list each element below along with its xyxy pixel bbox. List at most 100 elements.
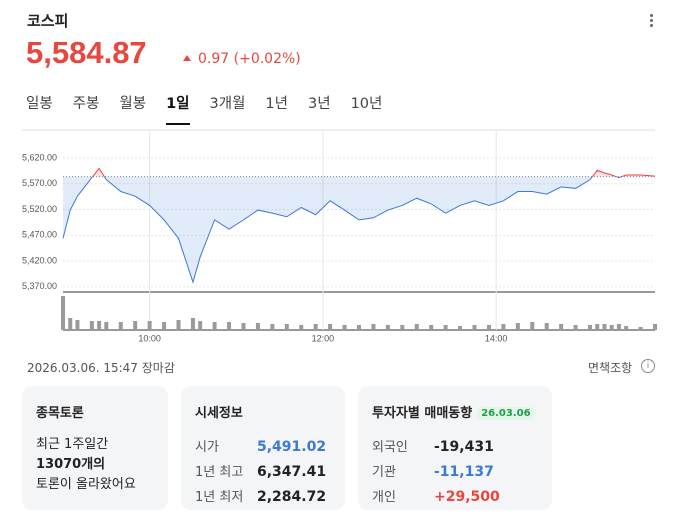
y-tick-label: 5,370.00 [22, 281, 57, 291]
card-text: 13070개의 [36, 457, 106, 472]
x-tick-label: 14:00 [485, 333, 508, 343]
volume-bar [472, 325, 477, 330]
volume-bar [609, 325, 614, 330]
volume-bar [270, 324, 275, 330]
volume-bar [371, 324, 376, 330]
volume-bar [559, 324, 564, 330]
price: 5,584.87 [26, 35, 147, 70]
y-tick-label: 5,420.00 [22, 255, 57, 265]
row-value: -19,431 [434, 439, 494, 455]
tab[interactable]: 3년 [307, 96, 331, 112]
volume-bar [573, 325, 578, 330]
quote-card[interactable]: 시세정보 시가 5,491.02 1년 최고 6,347.41 1년 최저 2,284… [181, 386, 345, 510]
disclaimer-link[interactable]: 면책조항 [588, 361, 633, 375]
tab[interactable]: 일봉 [26, 96, 53, 112]
row-label: 1년 최고 [195, 465, 244, 480]
volume-bar [595, 324, 600, 330]
investor-card[interactable]: 투자자별 매매동향 26.03.06 외국인 -19,431 기관 -11,137 개… [358, 386, 552, 510]
stock-title: 코스피 [27, 12, 69, 30]
up-arrow [183, 55, 191, 61]
row-value: -11,137 [434, 464, 494, 480]
timestamp: 2026.03.06. 15:47 장마감 [27, 361, 175, 375]
area-down [63, 176, 655, 283]
y-tick-label: 5,520.00 [22, 204, 57, 214]
volume-bar [147, 321, 152, 330]
volume-bar [176, 320, 181, 330]
volume-bar [328, 324, 333, 330]
volume-bar [342, 325, 347, 330]
tab[interactable]: 1일 [166, 92, 190, 125]
card-title: 종목토론 [36, 406, 84, 421]
volume-bar [162, 322, 167, 330]
volume-bar [313, 324, 318, 330]
y-tick-label: 5,470.00 [22, 230, 57, 240]
price-line-down [62, 176, 624, 284]
volume-bar [443, 325, 448, 330]
volume-bar [118, 322, 123, 330]
volume-bar [501, 324, 506, 330]
volume-bar [190, 318, 195, 330]
date-badge: 26.03.06 [476, 407, 536, 420]
volume-bar [133, 321, 138, 330]
row-value: +29,500 [434, 489, 500, 505]
tab[interactable]: 10년 [350, 96, 383, 112]
volume-bar [299, 325, 304, 330]
volume-bar [97, 321, 102, 330]
volume-bar [624, 326, 629, 330]
volume-bar [89, 321, 94, 330]
row-value: 5,491.02 [257, 439, 327, 455]
card-title: 투자자별 매매동향 [372, 406, 473, 421]
volume-bar [602, 324, 607, 330]
x-tick-label: 10:00 [138, 333, 161, 343]
more-menu[interactable] [650, 14, 654, 29]
volume-bar [104, 322, 109, 330]
tab[interactable]: 월봉 [119, 96, 147, 112]
volume-bar [638, 327, 643, 330]
tab[interactable]: 주봉 [72, 96, 100, 112]
volume-bar [241, 323, 246, 330]
row-label: 1년 최저 [195, 490, 244, 505]
volume-bar [544, 323, 549, 330]
y-tick-label: 5,620.00 [22, 152, 57, 162]
discussion-card[interactable]: 종목토론 최근 1주일간 13070개의 토론이 올라왔어요 [22, 386, 168, 510]
volume-bar [458, 326, 463, 330]
x-tick-label: 12:00 [312, 333, 335, 343]
volume-bar [588, 325, 593, 330]
volume-bar [284, 324, 289, 330]
period-tabs: 일봉 주봉 월봉 1일 3개월 1년 3년 10년 [26, 92, 402, 125]
chart: 5,370.00 5,420.00 5,470.00 5,520.00 5,570.00… [22, 129, 657, 343]
volume-bar [198, 321, 203, 330]
card-text: 최근 1주일간 [36, 437, 109, 452]
volume-bar [68, 318, 73, 330]
volume-bar [357, 325, 361, 330]
row-label: 개인 [372, 490, 396, 505]
volume-bar [400, 325, 405, 330]
price-change: 0.97 (+0.02%) [198, 51, 301, 67]
volume-bar [616, 324, 621, 330]
area-up [92, 168, 655, 177]
row-value: 6,347.41 [257, 464, 327, 480]
row-label: 외국인 [372, 440, 408, 455]
volume-bar [227, 322, 232, 330]
volume-bar [61, 296, 65, 330]
volume-bar [515, 323, 520, 330]
volume-bar [414, 324, 419, 330]
volume-bar [653, 324, 657, 330]
volume-bar [385, 325, 390, 330]
row-label: 시가 [195, 440, 219, 455]
volume-bar [212, 322, 217, 330]
volume-bar [429, 325, 434, 330]
row-value: 2,284.72 [257, 489, 327, 505]
volume-bar [486, 325, 491, 330]
info-icon[interactable]: i [641, 359, 655, 373]
card-text: 토론이 올라왔어요 [36, 477, 136, 492]
tab[interactable]: 3개월 [209, 96, 246, 112]
volume-bar [255, 323, 260, 330]
volume-bar [530, 322, 535, 330]
tab[interactable]: 1년 [265, 96, 288, 112]
row-label: 기관 [372, 465, 396, 480]
card-title: 시세정보 [195, 406, 243, 421]
y-tick-label: 5,570.00 [22, 178, 57, 188]
